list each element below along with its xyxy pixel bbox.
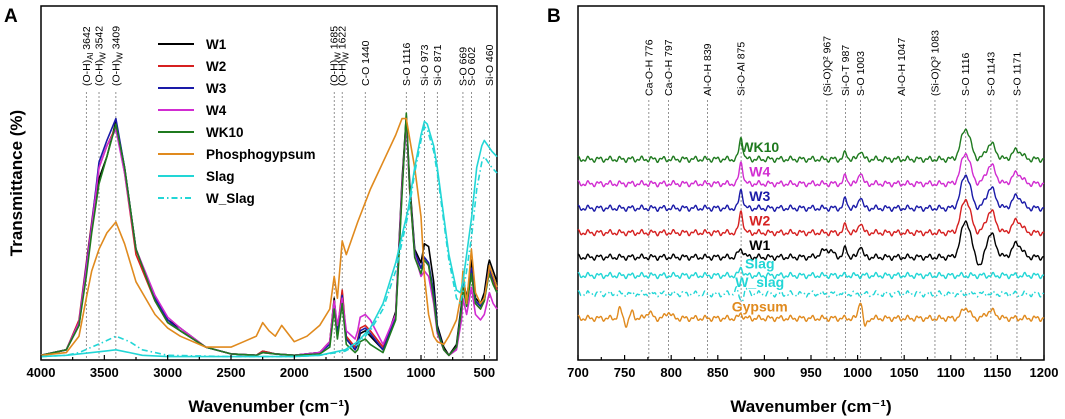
legend-label-w1: W1	[206, 37, 227, 52]
panel-b-xtick-label-850: 850	[707, 365, 729, 380]
panel-b-annotation-875: Si-O-Al 875	[736, 42, 748, 96]
legend-label-w4: W4	[206, 103, 227, 118]
panel-a-annotation-1440: C-O 1440	[360, 40, 372, 86]
panel-b-series-wk10	[577, 128, 1045, 164]
panel-b-xtick-label-1200: 1200	[1030, 365, 1059, 380]
panel-b-annotation-1171: S-O 1171	[1011, 52, 1023, 96]
panel-a-xtick-label-4000: 4000	[27, 365, 56, 380]
panel-b-annotation-797: Ca-O-H 797	[663, 39, 675, 96]
panel-a-xtick-label-3500: 3500	[90, 365, 119, 380]
panel-a-series-slag	[40, 120, 498, 358]
panel-b-annotation-1047: Al-O-H 1047	[896, 37, 908, 96]
panel-a-annotation-1622: (O-H)W 1622	[337, 26, 351, 86]
panel-a-annotation-1116: S-O 1116	[401, 42, 413, 86]
panel-b-series-w3	[577, 174, 1045, 213]
panel-b-xtick-label-900: 900	[754, 365, 776, 380]
panel-a-xlabel: Wavenumber (cm⁻¹)	[188, 397, 349, 416]
legend-label-w-slag: W_Slag	[206, 191, 255, 206]
panel-a-annotation-669: S-O 669	[457, 47, 469, 86]
panel-a-annotation-973: Si-O 973	[419, 44, 431, 86]
panel-b-annotation-987: Si-O-T 987	[840, 45, 852, 96]
panel-a-annotation-602: S-O 602	[466, 47, 478, 86]
panel-a-xtick-label-1000: 1000	[407, 365, 436, 380]
legend-label-w3: W3	[206, 81, 227, 96]
panel-a-annotation-3409: (O-H)W 3409	[110, 26, 124, 86]
panel-a-xtick-label-3000: 3000	[153, 365, 182, 380]
legend-label-phosphogypsum: Phosphogypsum	[206, 147, 316, 162]
panel-a-plot-frame	[40, 5, 498, 361]
panel-b-label-slag: Slag	[745, 256, 775, 272]
panel-a-annotation-3642: (O-H)Al 3642	[81, 26, 95, 86]
panel-b-xtick-label-950: 950	[800, 365, 822, 380]
panel-b-letter: B	[547, 6, 561, 27]
panel-b-annotation-1143: S-O 1143	[985, 52, 997, 96]
panel-b-label-w-slag: W_slag	[735, 274, 784, 290]
panel-b-label-gypsum: Gypsum	[732, 298, 788, 314]
panel-b-series-gypsum	[577, 302, 1045, 329]
panel-a-ylabel: Transmittance (%)	[7, 110, 26, 256]
panel-b-series-slag	[577, 266, 1045, 280]
legend-label-w2: W2	[206, 59, 226, 74]
panel-b-label-wk10: WK10	[740, 139, 779, 155]
legend-label-wk10: WK10	[206, 125, 244, 140]
panel-b-annotation-776: Ca-O-H 776	[643, 39, 655, 96]
panel-b-annotation-1116: S-O 1116	[960, 52, 972, 96]
panel-b-xtick-label-800: 800	[660, 365, 682, 380]
panel-b-annotation-967: (Si-O)Q² 967	[821, 36, 833, 96]
panel-b-annotation-1083: (Si-O)Q³ 1083	[929, 30, 941, 96]
panel-a-xtick-label-1500: 1500	[343, 365, 372, 380]
panel-b-annotation-1003: S-O 1003	[855, 51, 867, 96]
panel-b-annotation-839: Al-O-H 839	[702, 43, 714, 96]
panel-b-xlabel: Wavenumber (cm⁻¹)	[730, 397, 891, 416]
panel-a-annotation-3542: (O-H)W 3542	[94, 26, 108, 86]
panel-b-series-w1	[577, 220, 1045, 266]
panel-a-annotation-871: Si-O 871	[432, 44, 444, 86]
panel-b-chart: Ca-O-H 776 Ca-O-H 797 Al-O-H 839 Si-O-Al 87…	[567, 5, 1059, 416]
panel-a-series-phosphogypsum	[40, 117, 498, 357]
panel-a-xtick-label-2000: 2000	[280, 365, 309, 380]
panel-b-label-w1: W1	[749, 237, 770, 253]
panel-b-xtick-label-700: 700	[567, 365, 589, 380]
panel-b-series-w-slag	[577, 285, 1045, 303]
panel-a-annotation-460: Si-O 460	[484, 44, 496, 86]
panel-b-label-w2: W2	[749, 213, 770, 229]
panel-a-xtick-label-2500: 2500	[217, 365, 246, 380]
panel-b-xtick-label-1050: 1050	[890, 365, 919, 380]
panel-a-letter: A	[4, 6, 18, 27]
panel-b-xtick-label-1150: 1150	[983, 365, 1011, 380]
panel-b-series-w4	[577, 152, 1045, 188]
panel-a-xtick-label-500: 500	[473, 365, 495, 380]
legend-label-slag: Slag	[206, 169, 235, 184]
panel-b-label-w4: W4	[749, 164, 770, 180]
panel-a-chart: (O-H)Al 3642(O-H)W 3542(O-H)W 3409 (O-H)W…	[7, 5, 498, 416]
panel-b-series-w2	[577, 198, 1045, 237]
panel-b-xtick-label-1000: 1000	[843, 365, 872, 380]
panel-b-xtick-label-750: 750	[614, 365, 636, 380]
panel-b-label-w3: W3	[749, 188, 770, 204]
panel-b-xtick-label-1100: 1100	[937, 365, 965, 380]
panel-a-annotation-1685: (O-H)W 1685	[329, 26, 343, 86]
